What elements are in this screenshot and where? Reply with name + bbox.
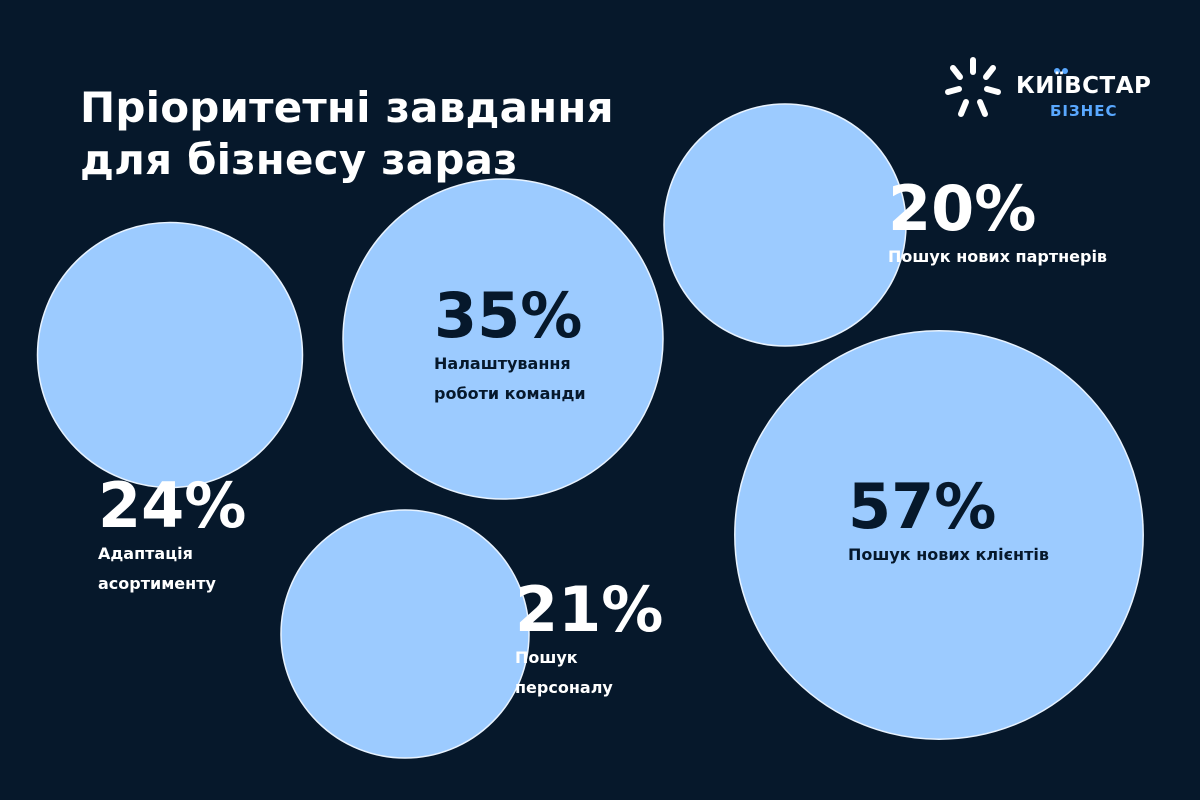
bubble-value-0: 24% [98,469,246,542]
bubble-value-3: 21% [515,573,663,646]
kyivstar-star-icon [945,57,1001,117]
bubble-label-3-1: персоналу [515,678,613,697]
logo-name: КИЇВСТАР [1016,73,1152,99]
bubble-circle-4 [734,330,1144,740]
bubble-value-4: 57% [848,470,996,543]
kyivstar-business-logo: КИЇВСТАР БІЗНЕС [944,56,1154,126]
bubble-3: 21% Пошук персоналу [280,509,663,759]
chart-title-line-2: для бізнесу зараз [80,135,518,184]
bubble-label-4-0: Пошук нових клієнтів [848,545,1049,564]
bubble-2: 20% Пошук нових партнерів [663,103,1107,347]
chart-title: Пріоритетні завдання для бізнесу зараз [80,82,614,186]
logo-sub: БІЗНЕС [1050,102,1118,120]
bubble-value-1: 35% [434,279,582,352]
bubble-circle-3 [280,509,530,759]
bubble-label-1-0: Налаштування [434,354,571,373]
bubble-value-2: 20% [888,172,1036,245]
bubble-circle-0 [36,221,304,489]
logo-yi-dots [1054,68,1068,74]
bubble-label-3-0: Пошук [515,648,578,667]
bubble-label-1-1: роботи команди [434,384,586,403]
bubble-1: 35% Налаштування роботи команди [342,178,664,500]
bubble-circle-1 [342,178,664,500]
chart-title-line-1: Пріоритетні завдання [80,83,614,132]
bubble-0: 24% Адаптація асортименту [36,221,304,593]
bubble-label-0-1: асортименту [98,574,216,593]
bubble-label-2-0: Пошук нових партнерів [888,247,1107,266]
bubble-4: 57% Пошук нових клієнтів [734,330,1144,740]
bubble-label-0-0: Адаптація [98,544,193,563]
bubble-circle-2 [663,103,907,347]
